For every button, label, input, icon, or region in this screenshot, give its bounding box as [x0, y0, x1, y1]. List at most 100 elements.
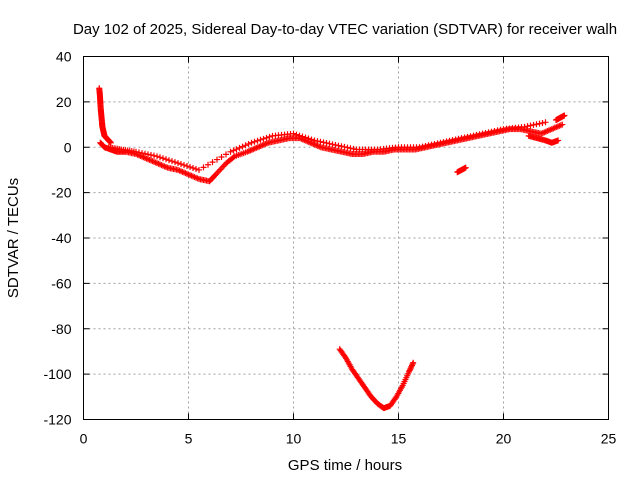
- data-point: [497, 126, 504, 133]
- data-point: [455, 135, 462, 142]
- data-point: [533, 121, 540, 128]
- y-tick-label: 40: [56, 49, 72, 65]
- data-point: [260, 135, 267, 142]
- data-point: [230, 147, 237, 154]
- data-point: [464, 133, 471, 140]
- data-point: [458, 135, 465, 142]
- data-point: [428, 141, 435, 148]
- data-point: [266, 133, 273, 140]
- data-point: [462, 164, 469, 171]
- data-point: [335, 142, 342, 149]
- x-tick-label: 25: [601, 431, 617, 447]
- data-point: [181, 162, 187, 169]
- data-point: [542, 119, 549, 126]
- y-tick-label: -120: [43, 412, 71, 428]
- tick-layer: [83, 56, 609, 420]
- data-point: [251, 138, 258, 145]
- data-point: [214, 156, 220, 163]
- data-point: [299, 133, 306, 140]
- data-point: [190, 164, 196, 171]
- data-point: [479, 130, 486, 137]
- data-point: [323, 140, 330, 147]
- x-tick-label: 10: [286, 431, 302, 447]
- data-point: [254, 137, 261, 144]
- data-point: [434, 140, 441, 147]
- data-point: [559, 121, 566, 128]
- data-point: [227, 148, 234, 155]
- data-point: [169, 158, 175, 165]
- data-point: [245, 141, 252, 148]
- data-point: [160, 155, 166, 162]
- data-point: [107, 139, 114, 146]
- data-point: [539, 119, 546, 126]
- x-tick-label: 5: [185, 431, 193, 447]
- x-tick-label: 20: [496, 431, 512, 447]
- data-point: [416, 144, 423, 151]
- data-point: [347, 145, 354, 152]
- data-point: [308, 136, 315, 143]
- data-point: [163, 156, 169, 163]
- data-point: [530, 121, 537, 128]
- y-tick-labels: -120 -100 -80 -60 -40 -20 0 20 40: [43, 49, 71, 428]
- data-point: [431, 141, 438, 148]
- data-point: [136, 149, 142, 156]
- data-point: [178, 161, 184, 168]
- data-point: [488, 128, 495, 135]
- data-point: [175, 160, 181, 167]
- data-point: [236, 144, 243, 151]
- data-point: [440, 139, 447, 146]
- data-point: [263, 134, 270, 141]
- data-point: [344, 144, 351, 151]
- data-point: [350, 145, 357, 152]
- data-point: [184, 163, 190, 170]
- data-point: [196, 166, 202, 173]
- data-point: [476, 131, 483, 138]
- data-point: [148, 152, 154, 159]
- data-point: [187, 164, 193, 171]
- data-point: [305, 135, 312, 142]
- y-tick-label: -40: [51, 230, 71, 246]
- data-point: [485, 129, 492, 136]
- data-point: [473, 131, 480, 138]
- data-point: [329, 141, 336, 148]
- x-tick-labels: 0 5 10 15 20 25: [80, 431, 617, 447]
- data-point: [422, 142, 429, 149]
- y-tick-label: 0: [64, 139, 72, 155]
- data-point: [452, 136, 459, 143]
- data-point: [223, 151, 229, 158]
- data-point: [290, 130, 297, 137]
- data-point: [133, 148, 139, 155]
- data-point: [257, 136, 264, 143]
- data-point: [293, 131, 300, 138]
- data-point: [248, 139, 255, 146]
- data-point: [555, 137, 562, 144]
- data-point: [338, 143, 345, 150]
- data-point: [341, 143, 348, 150]
- data-point: [521, 123, 528, 130]
- data-point: [145, 151, 151, 158]
- data-point: [320, 139, 327, 146]
- data-point: [154, 153, 160, 160]
- data-point: [139, 150, 145, 157]
- data-point: [425, 142, 432, 149]
- data-point: [205, 161, 211, 168]
- data-point: [494, 127, 501, 134]
- data-point: [449, 137, 456, 144]
- data-point: [461, 134, 468, 141]
- data-point: [302, 134, 309, 141]
- data-point: [242, 142, 249, 149]
- data-point: [209, 159, 216, 166]
- data-point: [524, 123, 531, 130]
- data-points: [96, 85, 568, 412]
- data-point: [467, 133, 474, 140]
- chart-title: Day 102 of 2025, Sidereal Day-to-day VTE…: [73, 21, 617, 38]
- data-point: [491, 128, 498, 135]
- x-axis-label: GPS time / hours: [288, 457, 402, 474]
- y-tick-label: -100: [43, 366, 71, 382]
- data-point: [437, 139, 444, 146]
- data-point: [332, 141, 339, 148]
- data-point: [218, 153, 225, 160]
- data-point: [314, 138, 321, 145]
- y-tick-label: 20: [56, 94, 72, 110]
- x-tick-label: 0: [80, 431, 88, 447]
